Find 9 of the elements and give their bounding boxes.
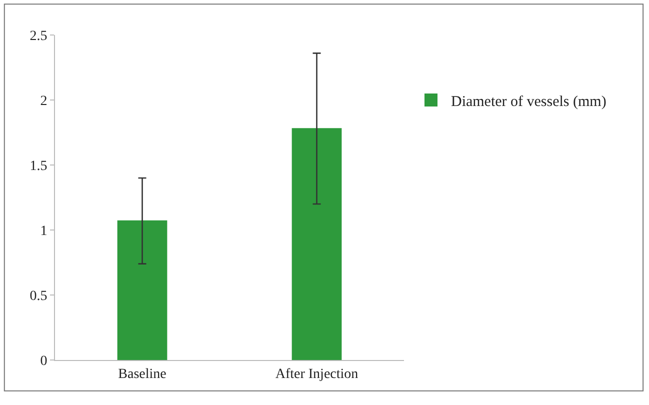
y-tick-label: 0 bbox=[40, 354, 48, 369]
legend-label: Diameter of vessels (mm) bbox=[450, 94, 606, 110]
y-tick-label: 2.5 bbox=[30, 28, 48, 44]
y-tick-label: 1.5 bbox=[30, 158, 48, 174]
x-tick-label: Baseline bbox=[118, 366, 166, 382]
y-tick-label: 1 bbox=[40, 224, 48, 239]
x-tick-label: After Injection bbox=[275, 366, 358, 382]
y-tick-label: 0.5 bbox=[30, 288, 48, 304]
y-tick-label: 2 bbox=[40, 94, 48, 109]
